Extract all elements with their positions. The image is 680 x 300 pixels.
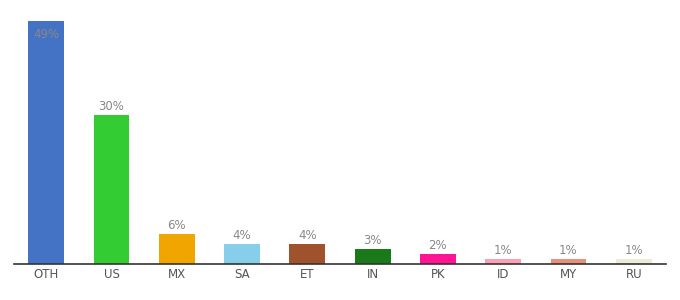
Text: 1%: 1% — [494, 244, 513, 257]
Bar — [94, 115, 129, 264]
Text: 2%: 2% — [428, 239, 447, 252]
Text: 1%: 1% — [559, 244, 578, 257]
Bar — [355, 249, 390, 264]
Text: 30%: 30% — [99, 100, 124, 113]
Bar — [29, 21, 64, 264]
Text: 49%: 49% — [33, 28, 59, 41]
Text: 6%: 6% — [167, 219, 186, 232]
Bar — [159, 234, 194, 264]
Bar — [616, 259, 651, 264]
Text: 4%: 4% — [298, 229, 317, 242]
Bar — [224, 244, 260, 264]
Bar — [290, 244, 325, 264]
Bar — [551, 259, 586, 264]
Text: 1%: 1% — [624, 244, 643, 257]
Bar — [486, 259, 521, 264]
Text: 4%: 4% — [233, 229, 252, 242]
Bar — [420, 254, 456, 264]
Text: 3%: 3% — [363, 234, 382, 247]
